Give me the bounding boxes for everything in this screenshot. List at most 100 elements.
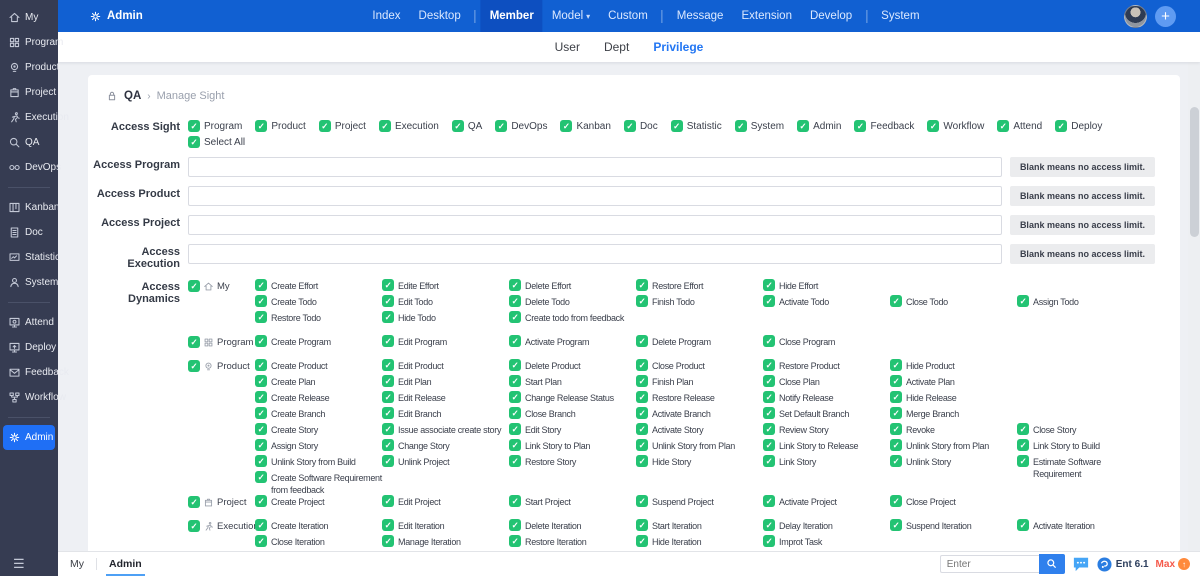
checkbox-checked[interactable] (509, 335, 521, 347)
privilege-checkbox-start-plan[interactable]: Start Plan (509, 375, 636, 391)
sidebar-item-qa[interactable]: QA (0, 130, 58, 155)
checkbox-checked[interactable] (509, 439, 521, 451)
privilege-checkbox-close-project[interactable]: Close Project (890, 495, 1017, 511)
privilege-checkbox-assign-todo[interactable]: Assign Todo (1017, 295, 1144, 311)
checkbox-checked[interactable] (890, 423, 902, 435)
sidebar-item-workflow[interactable]: Workflow (0, 385, 66, 410)
sight-option-product[interactable]: Product (255, 120, 306, 132)
privilege-checkbox-activate-branch[interactable]: Activate Branch (636, 407, 763, 423)
checkbox-checked[interactable] (890, 519, 902, 531)
privilege-checkbox-edit-plan[interactable]: Edit Plan (382, 375, 509, 391)
checkbox-checked[interactable] (255, 495, 267, 507)
access-product-input[interactable] (188, 186, 1002, 206)
privilege-checkbox-assign-story[interactable]: Assign Story (255, 439, 382, 455)
privilege-checkbox-close-plan[interactable]: Close Plan (763, 375, 890, 391)
privilege-checkbox-create-todo-from-feedback[interactable]: Create todo from feedback (509, 311, 636, 327)
sidebar-item-project[interactable]: Project (0, 80, 58, 105)
privilege-checkbox-unlink-story-from-plan[interactable]: Unlink Story from Plan (636, 439, 763, 455)
top-nav-item-member[interactable]: Member (480, 0, 543, 32)
menu-icon[interactable]: ☰ (13, 556, 25, 571)
top-nav-item-desktop[interactable]: Desktop (410, 0, 470, 32)
privilege-checkbox-close-todo[interactable]: Close Todo (890, 295, 1017, 311)
privilege-checkbox-unlink-project[interactable]: Unlink Project (382, 455, 509, 471)
sight-option-doc[interactable]: Doc (623, 120, 658, 132)
checkbox-checked[interactable] (890, 295, 902, 307)
privilege-checkbox-delete-program[interactable]: Delete Program (636, 335, 763, 351)
checkbox-checked[interactable] (188, 120, 200, 132)
privilege-checkbox-edit-release[interactable]: Edit Release (382, 391, 509, 407)
checkbox-checked[interactable] (382, 495, 394, 507)
module-toggle-my[interactable]: My (188, 279, 255, 293)
sight-option-execution[interactable]: Execution (378, 120, 439, 132)
privilege-checkbox-edit-product[interactable]: Edit Product (382, 359, 509, 375)
privilege-checkbox-create-project[interactable]: Create Project (255, 495, 382, 511)
checkbox-checked[interactable] (509, 295, 521, 307)
privilege-checkbox-edit-project[interactable]: Edit Project (382, 495, 509, 511)
top-nav-item-extension[interactable]: Extension (732, 0, 801, 32)
checkbox-checked[interactable] (255, 311, 267, 323)
checkbox-checked[interactable] (509, 455, 521, 467)
checkbox-checked[interactable] (255, 295, 267, 307)
checkbox-checked[interactable] (509, 311, 521, 323)
sight-option-select-all[interactable]: Select All (188, 136, 245, 148)
checkbox-checked[interactable] (451, 120, 464, 132)
checkbox-checked[interactable] (509, 495, 521, 507)
privilege-checkbox-link-story[interactable]: Link Story (763, 455, 890, 471)
checkbox-checked[interactable] (382, 439, 394, 451)
edition-link[interactable]: Max ↑ (1156, 558, 1190, 570)
privilege-checkbox-suspend-iteration[interactable]: Suspend Iteration (890, 519, 1017, 535)
privilege-checkbox-finish-todo[interactable]: Finish Todo (636, 295, 763, 311)
sidebar-item-admin[interactable]: Admin (3, 425, 55, 450)
checkbox-checked[interactable] (797, 120, 810, 132)
checkbox-checked[interactable] (636, 295, 648, 307)
privilege-checkbox-estimate-software-requirement[interactable]: Estimate Software Requirement (1017, 455, 1144, 479)
checkbox-checked[interactable] (763, 407, 775, 419)
checkbox-checked[interactable] (382, 375, 394, 387)
checkbox-checked[interactable] (509, 407, 521, 419)
privilege-checkbox-edit-program[interactable]: Edit Program (382, 335, 509, 351)
privilege-checkbox-hide-story[interactable]: Hide Story (636, 455, 763, 471)
tab-dept[interactable]: Dept (603, 40, 630, 54)
checkbox-checked[interactable] (623, 120, 636, 132)
checkbox-checked[interactable] (382, 423, 394, 435)
privilege-checkbox-review-story[interactable]: Review Story (763, 423, 890, 439)
sidebar-item-feedback[interactable]: Feedback (0, 360, 69, 385)
privilege-checkbox-create-plan[interactable]: Create Plan (255, 375, 382, 391)
privilege-checkbox-close-branch[interactable]: Close Branch (509, 407, 636, 423)
privilege-checkbox-suspend-project[interactable]: Suspend Project (636, 495, 763, 511)
sight-option-qa[interactable]: QA (451, 120, 482, 132)
checkbox-checked[interactable] (509, 423, 521, 435)
checkbox-checked[interactable] (1055, 120, 1068, 132)
privilege-checkbox-manage-iteration[interactable]: Manage Iteration (382, 535, 509, 551)
privilege-checkbox-hide-iteration[interactable]: Hide Iteration (636, 535, 763, 551)
sight-option-system[interactable]: System (734, 120, 784, 132)
avatar[interactable] (1124, 4, 1147, 28)
privilege-checkbox-hide-effort[interactable]: Hide Effort (763, 279, 890, 295)
checkbox-checked[interactable] (763, 439, 775, 451)
checkbox-checked[interactable] (890, 359, 902, 371)
privilege-checkbox-delete-product[interactable]: Delete Product (509, 359, 636, 375)
checkbox-checked[interactable] (255, 407, 267, 419)
privilege-checkbox-delete-effort[interactable]: Delete Effort (509, 279, 636, 295)
checkbox-checked[interactable] (255, 455, 267, 467)
checkbox-checked[interactable] (997, 120, 1010, 132)
privilege-checkbox-activate-todo[interactable]: Activate Todo (763, 295, 890, 311)
scrollbar-thumb[interactable] (1190, 107, 1199, 237)
checkbox-checked[interactable] (636, 423, 648, 435)
privilege-checkbox-start-iteration[interactable]: Start Iteration (636, 519, 763, 535)
sight-option-devops[interactable]: DevOps (495, 120, 547, 132)
checkbox-checked[interactable] (509, 375, 521, 387)
access-project-input[interactable] (188, 215, 1002, 235)
privilege-checkbox-link-story-to-plan[interactable]: Link Story to Plan (509, 439, 636, 455)
checkbox-checked[interactable] (636, 407, 648, 419)
top-nav-item-message[interactable]: Message (668, 0, 733, 32)
privilege-checkbox-close-iteration[interactable]: Close Iteration (255, 535, 382, 551)
privilege-checkbox-hide-release[interactable]: Hide Release (890, 391, 1017, 407)
checkbox-checked[interactable] (188, 336, 200, 348)
sidebar-item-my[interactable]: My (0, 5, 58, 30)
checkbox-checked[interactable] (763, 295, 775, 307)
checkbox-checked[interactable] (382, 311, 394, 323)
privilege-checkbox-create-branch[interactable]: Create Branch (255, 407, 382, 423)
checkbox-checked[interactable] (188, 520, 200, 532)
module-toggle-program[interactable]: Program (188, 335, 255, 349)
